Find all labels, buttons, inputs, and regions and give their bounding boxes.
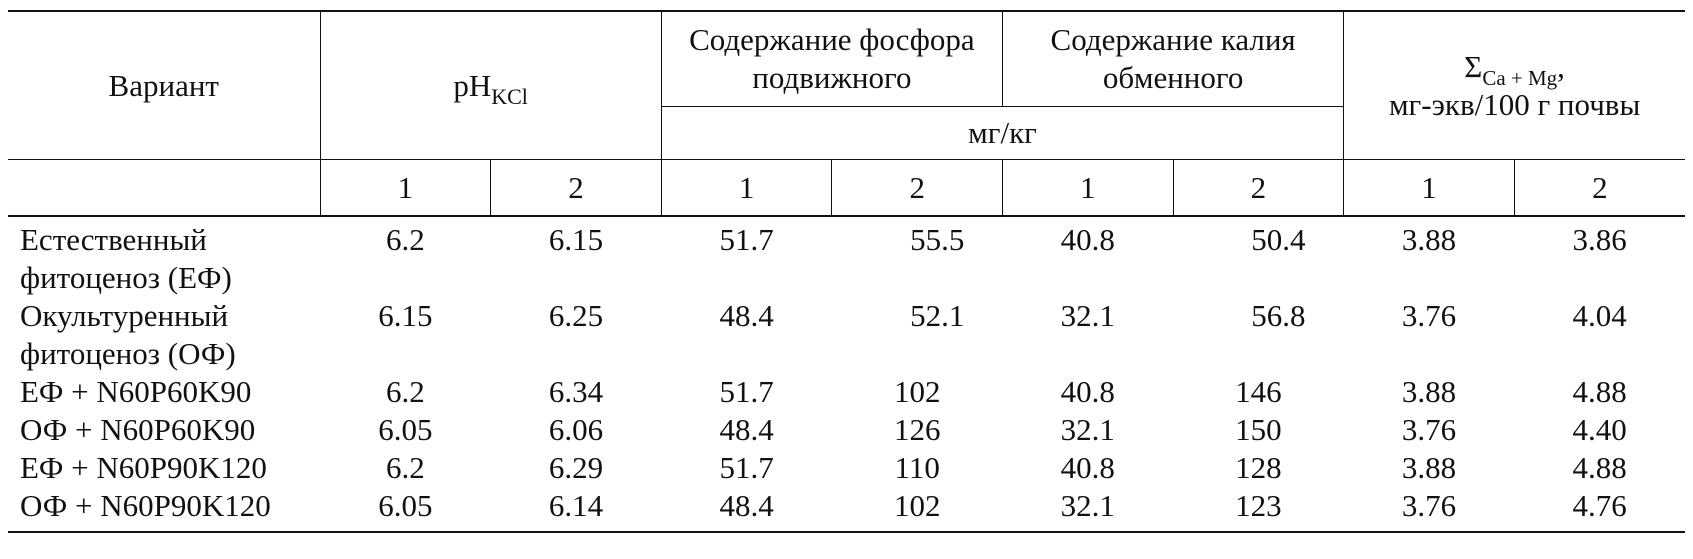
- table-cell: 6.15: [378, 298, 433, 333]
- header-ph-main: pH: [453, 67, 492, 103]
- table-body: Естественный фитоценоз (ЕФ) 6.2 6.15 51.…: [8, 216, 1685, 532]
- row-label: Естественный фитоценоз (ЕФ): [20, 222, 232, 295]
- table-row: ЕФ + N60P60K90 6.2 6.34 51.7 102 40.8 14…: [8, 373, 1685, 411]
- table-cell: 4.76: [1572, 488, 1627, 523]
- table-cell: 110: [894, 450, 940, 485]
- table-row: Окультуренный фитоценоз (ОФ) 6.15 6.25 4…: [8, 297, 1685, 373]
- header-ca-mg-sum: ΣCa + Mg, мг-экв/100 г почвы: [1343, 11, 1685, 160]
- table-cell: 51.7: [719, 374, 774, 409]
- table-cell: 6.05: [378, 488, 433, 523]
- table-cell: 3.76: [1401, 412, 1457, 447]
- table-cell: 48.4: [719, 298, 774, 333]
- table-cell: 123: [1235, 488, 1282, 523]
- table-row: ОФ + N60P60K90 6.05 6.06 48.4 126 32.1 1…: [8, 411, 1685, 449]
- table-cell: 6.05: [378, 412, 433, 447]
- row-label: ЕФ + N60P60K90: [20, 374, 252, 409]
- table-cell: 56.8: [1251, 298, 1306, 333]
- table-cell: 150: [1235, 412, 1282, 447]
- table-cell: 6.06: [548, 412, 604, 447]
- table-header: Вариант pHKCl Содержание фосфора подвижн…: [8, 11, 1685, 217]
- header-ph: pHKCl: [319, 11, 662, 160]
- table-cell: 4.88: [1572, 374, 1627, 409]
- table-cell: 6.14: [548, 488, 604, 523]
- table-cell: 40.8: [1060, 222, 1115, 257]
- table-cell: 32.1: [1060, 298, 1115, 333]
- header-potassium: Содержание калия обменного: [1001, 11, 1344, 107]
- table-cell: 6.29: [548, 450, 604, 485]
- table-cell: 128: [1235, 450, 1282, 485]
- table-cell: 6.25: [548, 298, 604, 333]
- table-cell: 126: [893, 412, 941, 447]
- header-sub-label: 2: [1513, 159, 1685, 217]
- table-cell: 32.1: [1060, 412, 1115, 447]
- header-sub-label: 2: [1172, 159, 1344, 217]
- header-sum-sub: Ca + Mg: [1482, 65, 1558, 90]
- table-cell: 6.2: [385, 450, 425, 485]
- table-cell: 51.7: [719, 450, 774, 485]
- table-cell: 55.5: [910, 222, 965, 257]
- row-label: ОФ + N60P90K120: [20, 488, 271, 523]
- header-sum-comma: ,: [1557, 48, 1565, 84]
- header-sub-label: 1: [1002, 159, 1174, 217]
- table-cell: 50.4: [1251, 222, 1306, 257]
- table-row: Естественный фитоценоз (ЕФ) 6.2 6.15 51.…: [8, 216, 1685, 297]
- row-label: Окультуренный фитоценоз (ОФ): [20, 298, 236, 371]
- table-cell: 3.88: [1401, 374, 1457, 409]
- table-cell: 48.4: [719, 412, 774, 447]
- header-units-mgkg: мг/кг: [660, 106, 1344, 160]
- header-sum-symbol: Σ: [1464, 48, 1483, 84]
- table-row: ЕФ + N60P90K120 6.2 6.29 51.7 110 40.8 1…: [8, 449, 1685, 487]
- table-cell: 6.15: [548, 222, 604, 257]
- row-label: ЕФ + N60P90K120: [20, 450, 267, 485]
- header-empty-cell: [8, 159, 321, 217]
- header-variant: Вариант: [8, 11, 321, 160]
- header-sum-units: мг-экв/100 г почвы: [1388, 86, 1641, 122]
- header-sub-label: 2: [490, 159, 662, 217]
- header-sub-label: 1: [1343, 159, 1515, 217]
- header-ph-sub: KCl: [491, 83, 528, 109]
- table-cell: 3.76: [1401, 488, 1457, 523]
- table-cell: 6.34: [548, 374, 604, 409]
- table-cell: 3.86: [1572, 222, 1627, 257]
- header-sub-label: 1: [319, 159, 491, 217]
- table-row: ОФ + N60P90K120 6.05 6.14 48.4 102 32.1 …: [8, 487, 1685, 532]
- soil-data-table: Вариант pHKCl Содержание фосфора подвижн…: [8, 10, 1685, 533]
- table-cell: 4.40: [1572, 412, 1627, 447]
- table-cell: 40.8: [1060, 374, 1115, 409]
- table-cell: 4.04: [1572, 298, 1627, 333]
- table-cell: 146: [1235, 374, 1282, 409]
- table-cell: 6.2: [385, 374, 425, 409]
- table-cell: 52.1: [910, 298, 965, 333]
- table-cell: 51.7: [719, 222, 774, 257]
- table-cell: 102: [893, 488, 941, 523]
- header-phosphorus: Содержание фосфора подвижного: [660, 11, 1003, 107]
- table-cell: 3.88: [1401, 450, 1457, 485]
- table-cell: 32.1: [1060, 488, 1115, 523]
- table-cell: 6.2: [385, 222, 425, 257]
- table-cell: 48.4: [719, 488, 774, 523]
- table-cell: 3.76: [1401, 298, 1457, 333]
- table-cell: 40.8: [1060, 450, 1115, 485]
- table-cell: 102: [893, 374, 941, 409]
- table-cell: 4.88: [1572, 450, 1627, 485]
- header-sub-label: 1: [660, 159, 832, 217]
- row-label: ОФ + N60P60K90: [20, 412, 256, 447]
- table-cell: 3.88: [1401, 222, 1457, 257]
- header-sub-label: 2: [831, 159, 1003, 217]
